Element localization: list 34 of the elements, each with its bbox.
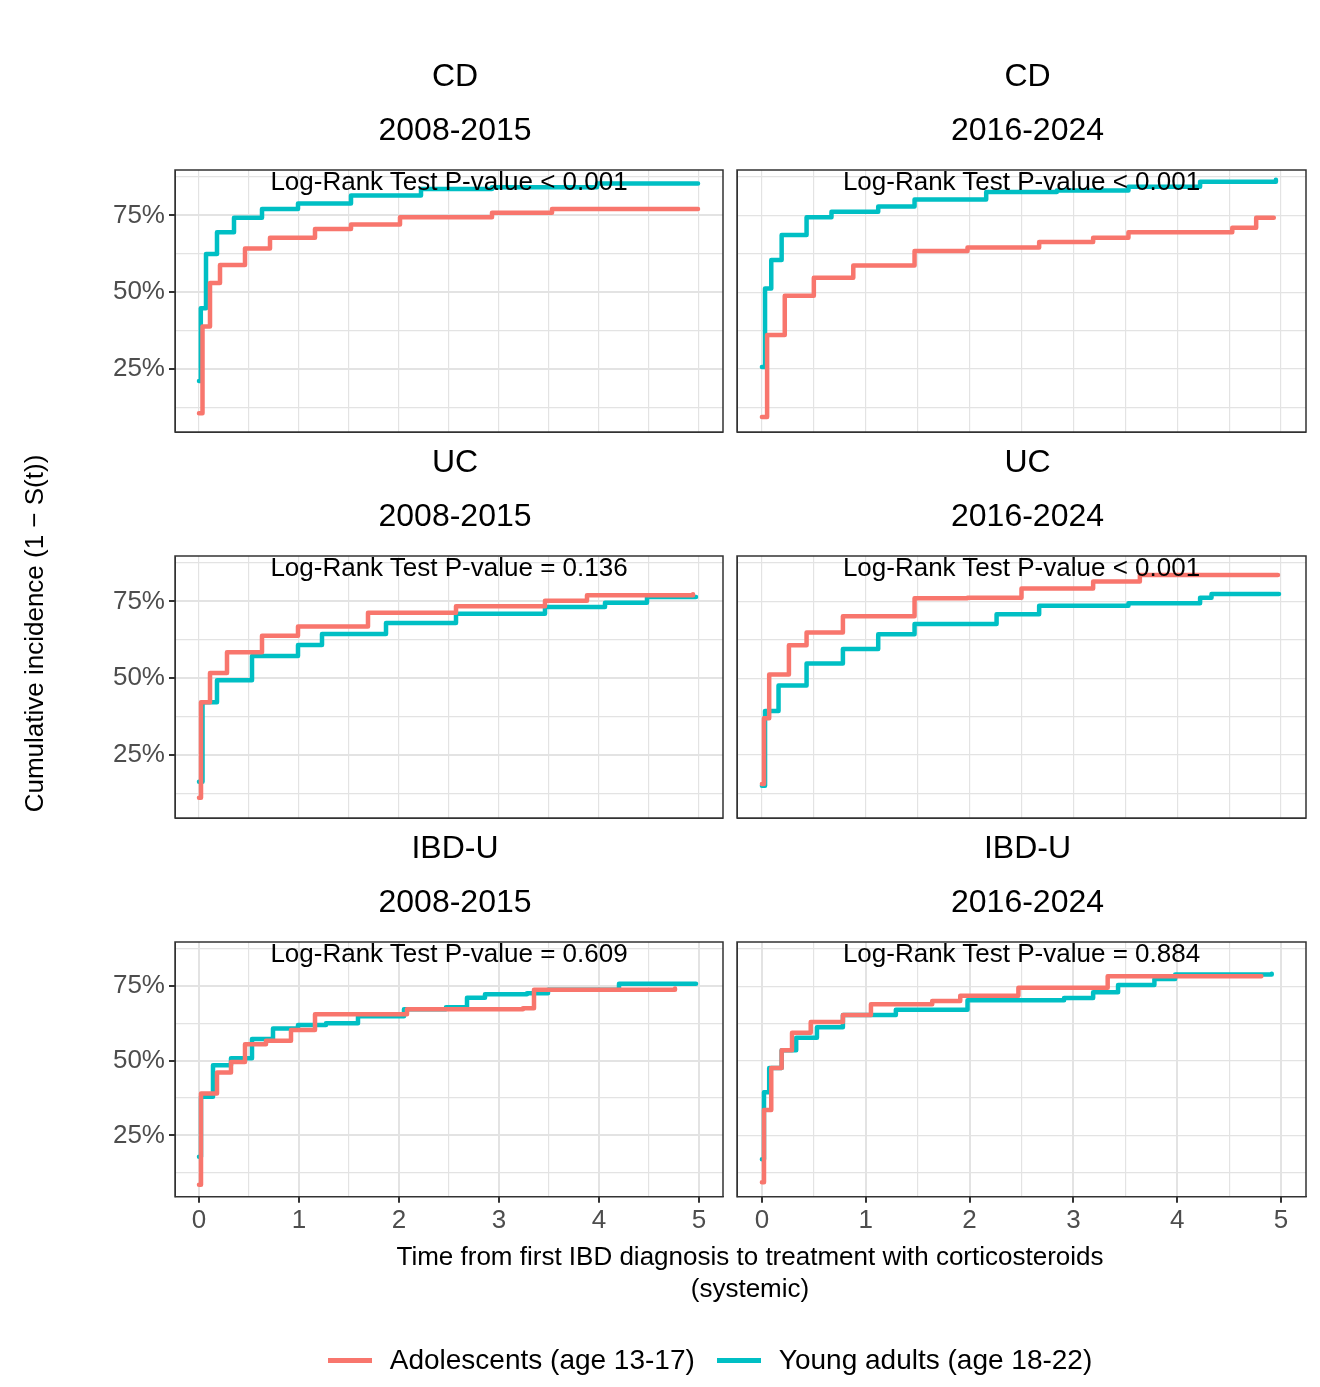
annotation: Log-Rank Test P-value = 0.884 [842,938,1201,969]
y-tick-label: 25% [112,737,165,768]
chart-title: IBD-U 2008-2015 [377,828,533,921]
x-axis-title: Time from first IBD diagnosis to treatment with corticosteroids (systemic) [395,1240,1105,1304]
chart-title: IBD-U 2016-2024 [950,828,1105,921]
x-tick-label: 5 [691,1203,707,1234]
x-tick-label: 5 [1273,1203,1289,1234]
x-tick-label: 1 [858,1203,873,1234]
x-tick-label: 0 [754,1203,770,1234]
chart-title: UC 2016-2024 [950,442,1105,535]
x-tick-label: 2 [391,1203,407,1234]
y-tick-label: 25% [112,1118,165,1149]
chart-title: CD 2008-2015 [377,56,533,149]
x-tick-label: 4 [591,1203,607,1234]
x-tick-label: 2 [962,1203,977,1234]
chart-title: UC 2008-2015 [377,442,533,535]
y-tick-label: 75% [112,198,165,229]
y-axis-title: Cumulative incidence (1 − S(t)) [19,454,51,812]
legend-label: Young adults (age 18-22) [778,1344,1093,1376]
x-tick-label: 4 [1170,1203,1185,1234]
y-tick-label: 50% [112,275,165,306]
chart-title: CD 2016-2024 [950,56,1105,149]
x-tick-label: 3 [491,1203,507,1234]
y-tick-label: 50% [112,1043,165,1074]
legend-label: Adolescents (age 13-17) [389,1344,695,1376]
y-tick-label: 50% [112,661,165,692]
y-tick-label: 75% [112,584,165,615]
x-tick-label: 1 [291,1203,307,1234]
x-tick-label: 3 [1066,1203,1081,1234]
annotation: Log-Rank Test P-value = 0.609 [270,938,628,969]
annotation: Log-Rank Test P-value = 0.136 [270,552,628,583]
y-tick-label: 25% [112,351,165,382]
y-tick-label: 75% [112,969,165,1000]
x-tick-label: 0 [191,1203,207,1234]
